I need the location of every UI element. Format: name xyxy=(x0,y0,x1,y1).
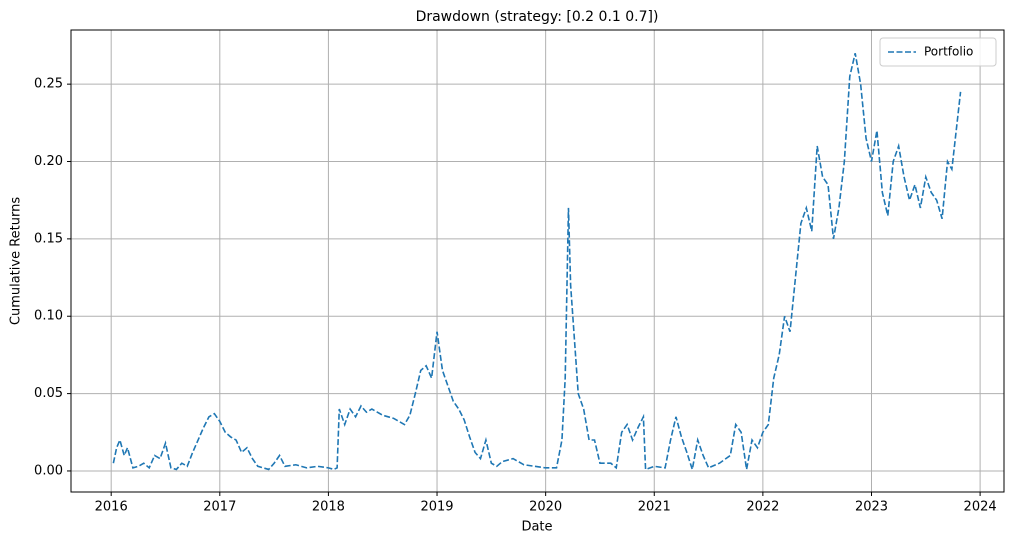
y-tick-label: 0.10 xyxy=(34,309,63,324)
x-tick-label: 2024 xyxy=(964,500,997,515)
x-tick-label: 2020 xyxy=(529,500,562,515)
chart-title: Drawdown (strategy: [0.2 0.1 0.7]) xyxy=(416,9,659,25)
x-tick-label: 2023 xyxy=(855,500,888,515)
legend-label: Portfolio xyxy=(924,45,973,59)
y-tick-label: 0.00 xyxy=(34,463,63,478)
y-tick-label: 0.25 xyxy=(34,77,63,92)
x-tick-label: 2018 xyxy=(312,500,345,515)
x-tick-label: 2017 xyxy=(203,500,236,515)
y-axis-label: Cumulative Returns xyxy=(9,197,24,325)
x-tick-label: 2022 xyxy=(746,500,779,515)
x-axis-label: Date xyxy=(521,520,552,535)
x-tick-label: 2016 xyxy=(95,500,128,515)
series-line xyxy=(112,53,962,471)
plot-frame xyxy=(70,29,1005,493)
legend-box xyxy=(879,37,997,67)
y-tick-label: 0.20 xyxy=(34,154,63,169)
x-tick-label: 2019 xyxy=(420,500,453,515)
y-tick-label: 0.05 xyxy=(34,386,63,401)
y-tick-label: 0.15 xyxy=(34,231,63,246)
x-tick-label: 2021 xyxy=(638,500,671,515)
